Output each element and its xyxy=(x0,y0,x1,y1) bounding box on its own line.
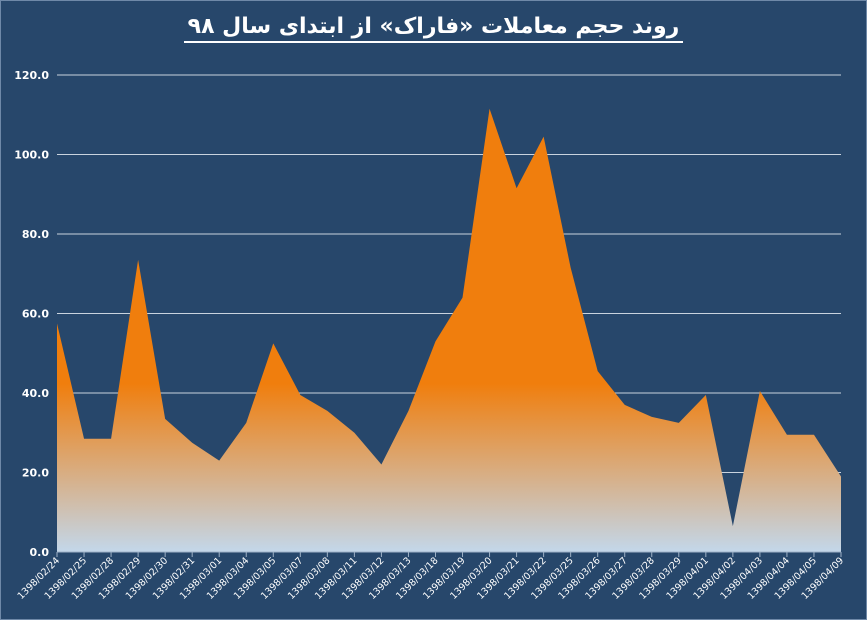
y-tick-label: 100.0 xyxy=(14,149,49,162)
y-tick-label: 0.0 xyxy=(30,546,50,559)
series-area-path xyxy=(57,108,841,552)
chart-title: روند حجم معاملات «فاراک» از ابتدای سال ۹… xyxy=(0,14,867,43)
y-axis-ticks: 0.0 20.0 40.0 60.0 80.0 100.0 120.0 xyxy=(14,69,49,559)
y-tick-label: 80.0 xyxy=(22,228,49,241)
chart-title-text: روند حجم معاملات «فاراک» از ابتدای سال ۹… xyxy=(183,14,684,43)
series-area xyxy=(57,108,841,552)
y-tick-label: 60.0 xyxy=(22,308,49,321)
x-axis xyxy=(56,551,842,557)
y-tick-label: 20.0 xyxy=(22,467,49,480)
x-axis-ticks: 1398/02/241398/02/251398/02/281398/02/29… xyxy=(16,555,847,602)
y-tick-label: 40.0 xyxy=(22,387,49,400)
y-tick-label: 120.0 xyxy=(14,69,49,82)
